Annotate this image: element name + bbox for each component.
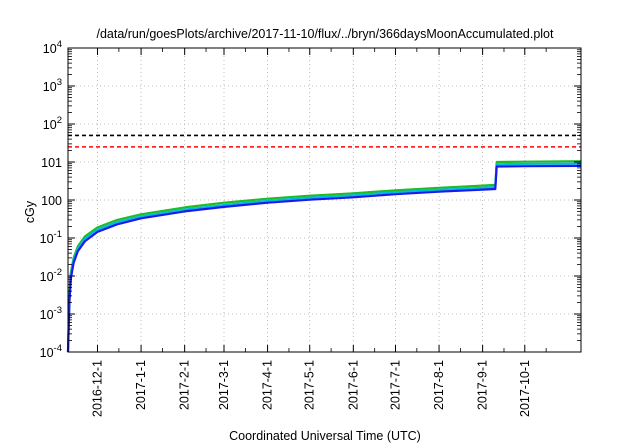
series-line — [66, 164, 582, 353]
y-tick-label: 10-4 — [40, 343, 62, 360]
x-tick-label: 2017-9-1 — [476, 360, 490, 410]
reference-lines — [68, 134, 581, 148]
y-tick-label: 10-3 — [40, 305, 62, 322]
x-tick-label: 2017-3-1 — [217, 360, 231, 410]
x-tick-label: 2017-10-1 — [518, 360, 532, 417]
x-tick-label: 2017-6-1 — [346, 360, 360, 410]
x-tick-label: 2017-1-1 — [134, 360, 148, 410]
y-axis-label: cGy — [23, 200, 37, 223]
y-tick-label: 10-1 — [40, 229, 62, 246]
y-tick-label: 100 — [41, 194, 62, 208]
chart-title: /data/run/goesPlots/archive/2017-11-10/f… — [97, 27, 555, 41]
series-lines — [66, 160, 582, 353]
x-tick-label: 2017-5-1 — [303, 360, 317, 410]
x-tick-label: 2017-2-1 — [178, 360, 192, 410]
x-tick-label: 2016-12-1 — [91, 360, 105, 417]
y-tick-label: 103 — [43, 77, 62, 94]
x-tick-label: 2017-8-1 — [432, 360, 446, 410]
axis-ticks: 10-4 10-3 10-2 10-1 100 101 102 103 104 2016-12-1… — [40, 39, 581, 417]
y-tick-label: 101 — [41, 156, 62, 170]
x-axis-label: Coordinated Universal Time (UTC) — [229, 429, 421, 443]
y-tick-label: 104 — [43, 39, 62, 56]
y-tick-label: 102 — [43, 115, 62, 132]
grid — [68, 48, 581, 352]
y-tick-label: 10-2 — [40, 267, 62, 284]
series-line — [66, 160, 582, 353]
x-tick-label: 2017-4-1 — [261, 360, 275, 410]
plot-frame — [67, 47, 582, 353]
x-tick-label: 2017-7-1 — [388, 360, 402, 410]
series-line — [66, 162, 582, 353]
